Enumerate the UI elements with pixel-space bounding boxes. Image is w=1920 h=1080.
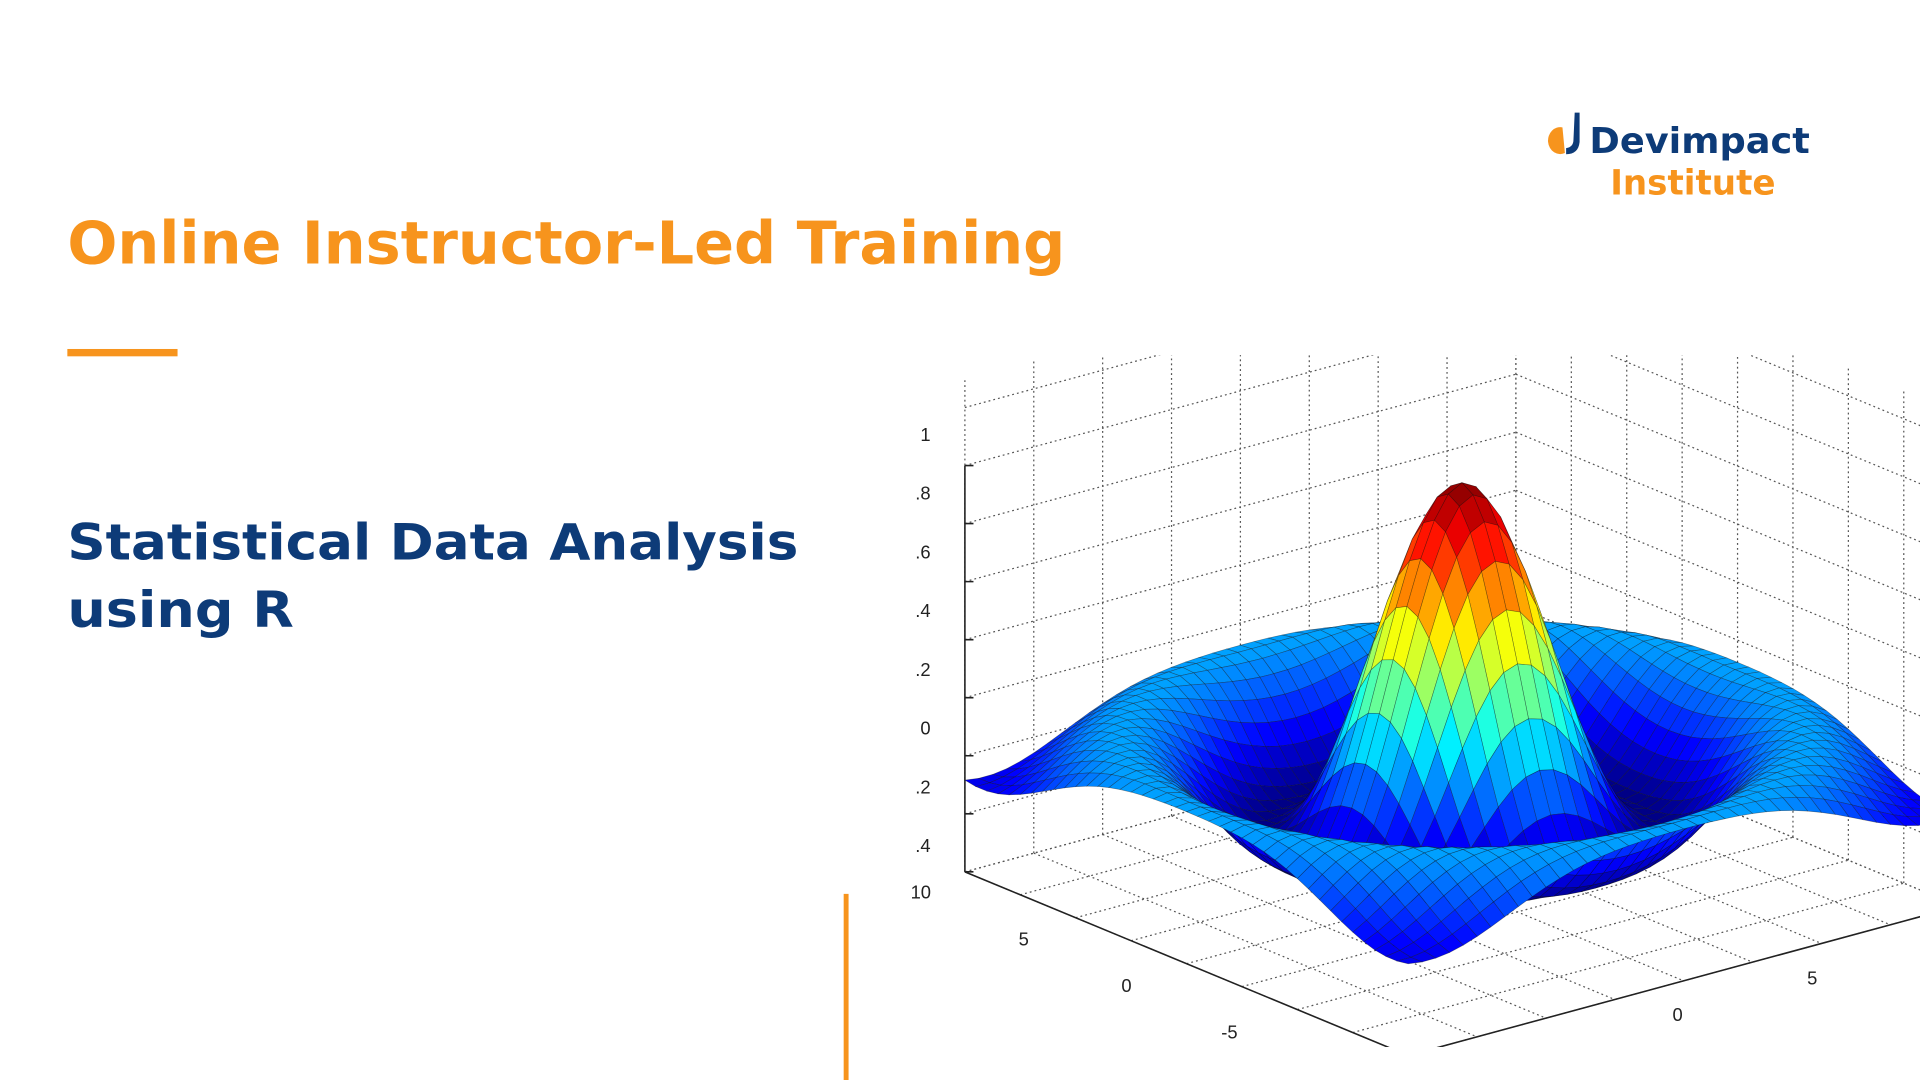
logo: Devimpact Institute [1548,112,1810,204]
surface-patch [1713,807,1740,820]
x-tick-label: 10 [911,882,931,903]
logo-subtitle: Institute [1610,164,1775,204]
x-tick-label: 5 [1019,928,1029,949]
surface-patch [1837,801,1864,821]
surface-patch [1437,933,1464,953]
surface-patch [1575,846,1602,864]
wall-grid-line [1515,547,1920,717]
z-tick-label: .2 [915,776,930,797]
z-tick-label: .6 [915,541,930,562]
surface-patch [1493,890,1519,918]
surface-patch [1850,804,1878,823]
floor-grid-line [1033,852,1478,1038]
surface-patch [1506,880,1533,908]
floor-grid-line [1102,833,1547,1019]
surface-patch [1520,872,1547,897]
surface-patch [1823,798,1850,818]
wall-grid-line [964,489,1517,641]
axis-line [964,871,1390,1047]
z-tick-label: 0 [920,718,930,739]
course-title-line: Statistical Data Analysis [67,513,798,572]
wall-grid-line [1515,431,1920,601]
y-tick-label: 5 [1807,967,1817,988]
surface-patch [1768,797,1795,812]
surface-patch [1685,815,1713,826]
course-title-line: using R [67,580,294,639]
surface-patch [1699,811,1726,823]
wall-grid-line [964,355,1375,467]
surface-patch [1616,833,1644,847]
floor-grid-line [1297,859,1849,1011]
axis-line [1436,915,1920,1047]
z-tick-label: .8 [915,483,930,504]
accent-bar [67,348,178,357]
x-tick-label: -5 [1221,1021,1237,1042]
wall-grid-line [964,373,1517,525]
floor-grid-line [1352,882,1904,1034]
surface-patch [1878,811,1905,827]
logo-icon [1566,112,1580,155]
surface-patch [1908,807,1920,817]
surface-patch [1897,796,1920,809]
surface [963,482,1920,965]
surface-patch [1630,830,1657,842]
wall-grid-line [1515,489,1920,659]
z-tick-label: .4 [915,835,930,856]
surface-patch [1410,950,1437,963]
slide-title: Online Instructor-Led Training [67,208,1065,277]
x-tick-label: 0 [1121,975,1131,996]
floor-grid-line [1241,836,1794,988]
logo-icon [1548,127,1565,155]
z-tick-label: .4 [915,600,930,621]
accent-line [843,893,849,1080]
surface-patch [1395,956,1424,965]
surface-patch [1465,912,1492,937]
wall-grid-line [1515,373,1920,543]
surface-patch [1740,801,1768,814]
z-tick-label: .2 [915,659,930,680]
logo-name: Devimpact [1589,121,1809,162]
z-tick-label: 1 [920,424,930,445]
surface-plot: 1 .8 .6 .4 .2 0 .2 .4 10 5 0 -5 5 0 [911,355,1920,1047]
surface-patch [1894,805,1920,818]
surface-patch [1795,796,1823,813]
surface-patch [1603,837,1630,852]
y-tick-label: 0 [1672,1004,1682,1025]
surface-patch [1548,857,1574,879]
surface-patch [1644,826,1671,838]
surface-patch [1905,816,1920,826]
surface-patch [1657,822,1685,833]
wall-grid-line [964,431,1517,583]
